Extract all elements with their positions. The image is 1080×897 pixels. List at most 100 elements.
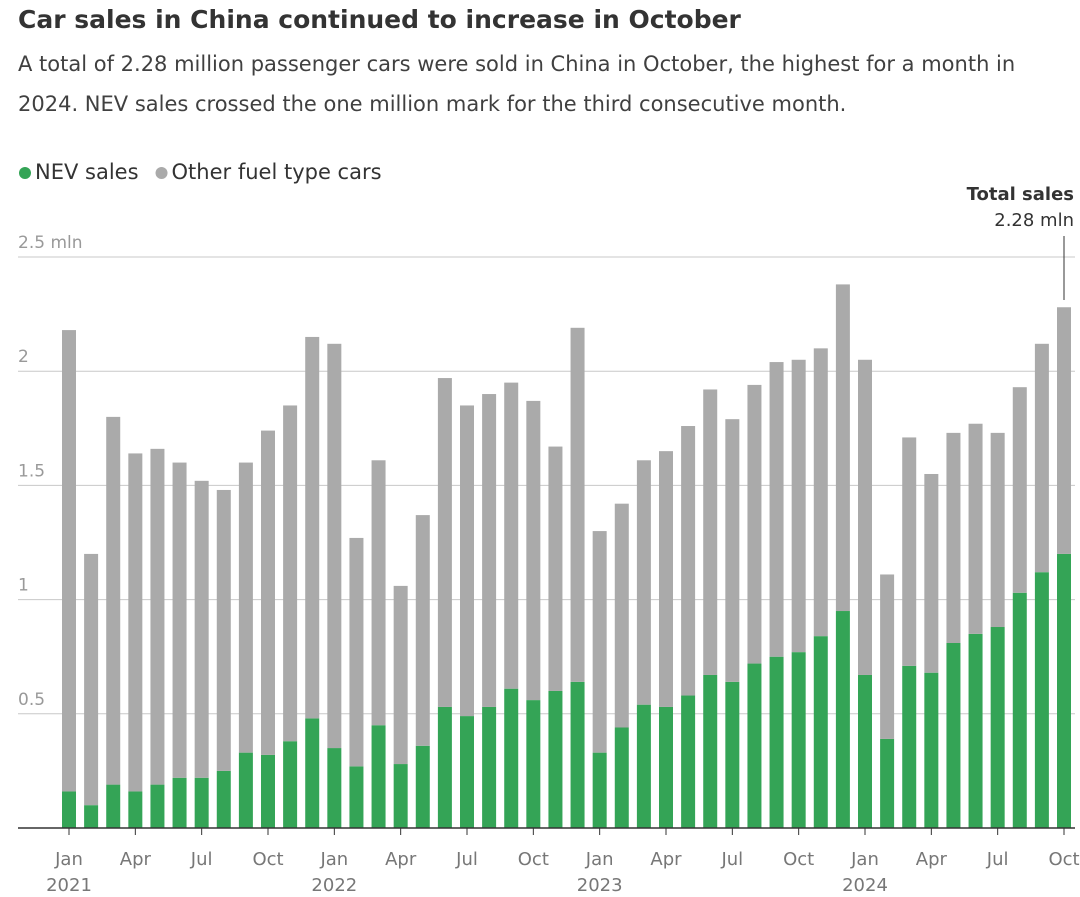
bar-segment [84, 805, 99, 828]
bar-segment [703, 674, 718, 828]
bar-segment [504, 382, 519, 689]
y-tick-label: 1 [18, 576, 29, 596]
bar-segment [1034, 572, 1049, 828]
bar-segment [150, 448, 165, 785]
bar-segment [968, 423, 983, 634]
bar-segment [327, 343, 342, 749]
bar-segment [1034, 343, 1049, 573]
bar-segment [703, 389, 718, 675]
bar-segment [106, 784, 121, 828]
bar-segment [880, 738, 895, 828]
x-tick-label: Apr [650, 849, 682, 870]
bar-segment [437, 378, 452, 707]
bar-segment [835, 284, 850, 612]
bar-segment [725, 419, 740, 682]
bar-segment [636, 460, 651, 705]
bar-segment [393, 764, 408, 828]
bar-segment [968, 633, 983, 828]
x-tick-label: Oct [1048, 849, 1079, 870]
bar-segment [172, 777, 187, 828]
bar-segment [415, 745, 430, 828]
bar-segment [614, 727, 629, 828]
bar-segment [172, 462, 187, 778]
bar-segment [194, 480, 209, 778]
bar-segment [393, 585, 408, 765]
bar-segment [858, 674, 872, 828]
annotation-title: Total sales [967, 184, 1074, 205]
bar-segment [216, 770, 231, 828]
chart-subtitle: A total of 2.28 million passenger cars w… [18, 52, 1016, 116]
x-tick-label: Jul [986, 849, 1009, 870]
bar-segment [990, 627, 1005, 828]
bar-segment [924, 473, 939, 673]
legend-swatch [155, 167, 168, 179]
bar-segment [570, 327, 585, 682]
bar-segment [238, 462, 253, 753]
bar-segment [769, 362, 784, 657]
bar-segment [1012, 592, 1027, 828]
x-year-label: 2024 [842, 875, 888, 896]
y-tick-label: 0.5 [18, 690, 45, 710]
bar-segment [747, 384, 762, 664]
bar-segment [924, 672, 939, 828]
bar-segment [283, 405, 298, 742]
bar-segment [305, 718, 320, 828]
bar-segment [769, 656, 784, 828]
bar-segment [747, 663, 762, 828]
chart-title: Car sales in China continued to increase… [18, 5, 741, 34]
bar-segment [106, 416, 121, 785]
bar-segment [659, 706, 673, 828]
x-tick-label: Jul [190, 849, 213, 870]
bar-segment [305, 336, 320, 719]
bar-segment [261, 430, 275, 755]
bar-segment [194, 777, 209, 828]
bar-segment [526, 400, 541, 701]
bar-segment [813, 636, 828, 828]
header: Car sales in China continued to increase… [18, 2, 1073, 124]
bar-segment [791, 652, 806, 828]
bar-segment [261, 754, 275, 828]
bar-segment [813, 348, 828, 637]
x-year-label: 2021 [46, 875, 92, 896]
bar-segment [349, 766, 364, 828]
bar-segment [238, 752, 253, 828]
bar-segment [371, 725, 386, 828]
bar-segment [150, 784, 165, 828]
bar-segment [327, 748, 342, 828]
bar-segment [990, 432, 1005, 628]
x-tick-label: Jan [585, 849, 614, 870]
legend-label: NEV sales [35, 160, 139, 184]
bar-segment [592, 752, 607, 828]
bar-segment [548, 446, 563, 691]
bar-segment [1012, 387, 1027, 593]
bar-segment [482, 706, 497, 828]
x-tick-label: Oct [252, 849, 283, 870]
x-tick-label: Apr [120, 849, 152, 870]
bar-segment [636, 704, 651, 828]
bar-segment [415, 515, 430, 746]
bar-segment [504, 688, 519, 828]
bar-segment [283, 741, 298, 828]
bar-segment [681, 426, 696, 696]
bar-segment [570, 681, 585, 828]
bar-segment [902, 437, 917, 666]
y-tick-label: 1.5 [18, 461, 45, 481]
annotation-text: 2.28 mln [994, 210, 1074, 231]
x-tick-label: Jan [319, 849, 348, 870]
bar-segment [216, 489, 231, 771]
x-tick-label: Jul [455, 849, 478, 870]
bar-segment [349, 537, 364, 767]
legend-label: Other fuel type cars [172, 160, 382, 184]
bar-segment [62, 791, 76, 828]
bar-segment [946, 642, 961, 828]
bar-segment [946, 432, 961, 643]
bar-segment [835, 611, 850, 828]
legend-swatch [19, 167, 31, 179]
bar-segment [526, 700, 541, 828]
bar-segment [128, 791, 143, 828]
bar-segment [725, 681, 740, 828]
bar-segment [482, 394, 497, 707]
bar-segment [858, 359, 872, 675]
